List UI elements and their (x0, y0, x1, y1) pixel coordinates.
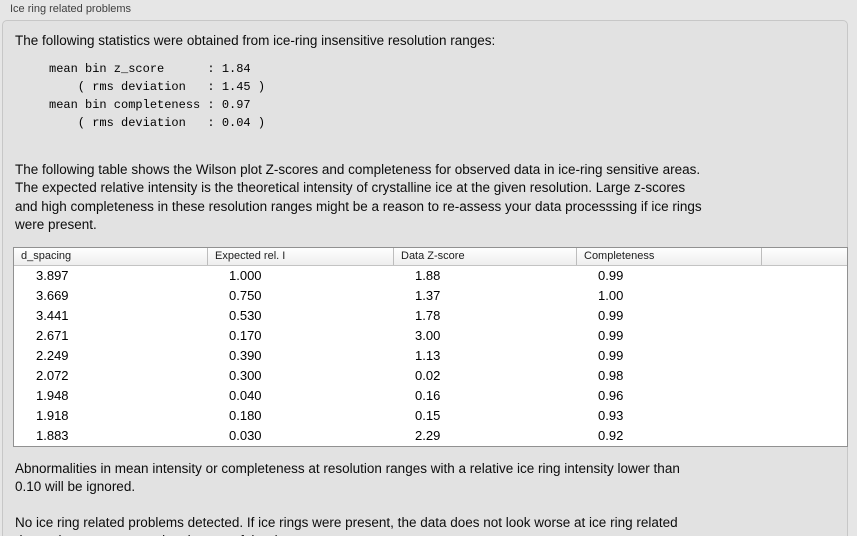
table-intro-text: The following table shows the Wilson plo… (15, 161, 702, 233)
table-cell: 0.170 (229, 327, 262, 343)
table-cell: 0.93 (598, 407, 624, 423)
table-cell: 0.530 (229, 307, 262, 323)
table-cell: 0.99 (598, 307, 624, 323)
table-cell: 2.072 (36, 367, 69, 383)
stats-intro-text: The following statistics were obtained f… (15, 33, 496, 48)
table-row[interactable]: 1.918 0.180 0.15 0.93 (14, 405, 847, 426)
table-cell: 1.13 (415, 347, 441, 363)
column-header: Data Z-score (393, 247, 576, 265)
table-cell: 1.37 (415, 287, 441, 303)
table-body: 3.897 1.000 1.88 0.99 3.669 0.750 1.37 1.00 3.44… (14, 265, 847, 446)
table-cell: 0.300 (229, 367, 262, 383)
column-header: d_spacing (21, 249, 72, 262)
table-row[interactable]: 2.072 0.300 0.02 0.98 (14, 365, 847, 386)
table-cell: 1.948 (36, 387, 69, 403)
conclusion-text: No ice ring related problems detected. I… (15, 514, 678, 536)
column-header (761, 247, 847, 265)
table-cell: 3.669 (36, 287, 69, 303)
table-cell: 0.96 (598, 387, 624, 403)
table-cell: 1.88 (415, 267, 441, 283)
table-cell: 1.00 (598, 287, 624, 303)
table-row[interactable]: 1.883 0.030 2.29 0.92 (14, 425, 847, 446)
table-row[interactable]: 3.897 1.000 1.88 0.99 (14, 265, 847, 286)
table-row[interactable]: 3.441 0.530 1.78 0.99 (14, 305, 847, 326)
group-box-title: Ice ring related problems (10, 3, 132, 15)
table-cell: 0.390 (229, 347, 262, 363)
table-cell: 1.883 (36, 427, 69, 443)
table-cell: 0.15 (415, 407, 441, 423)
table-cell: 0.92 (598, 427, 624, 443)
table-cell: 3.441 (36, 307, 69, 323)
table-cell: 0.040 (229, 387, 262, 403)
table-cell: 0.030 (229, 427, 262, 443)
table-cell: 2.671 (36, 327, 69, 343)
table-cell: 1.78 (415, 307, 441, 323)
column-header: Expected rel. I (207, 247, 393, 265)
table-cell: 0.99 (598, 327, 624, 343)
table-cell: 0.99 (598, 347, 624, 363)
table-cell: 0.98 (598, 367, 624, 383)
table-row[interactable]: 1.948 0.040 0.16 0.96 (14, 385, 847, 406)
table-cell: 2.249 (36, 347, 69, 363)
table-header-row: d_spacing Expected rel. I Data Z-score Comp… (14, 247, 847, 266)
table-cell: 2.29 (415, 427, 441, 443)
table-cell: 3.00 (415, 327, 441, 343)
table-cell: 3.897 (36, 267, 69, 283)
table-cell: 0.750 (229, 287, 262, 303)
column-header: Completeness (576, 247, 761, 265)
table-row[interactable]: 2.671 0.170 3.00 0.99 (14, 325, 847, 346)
footnote-ignore-text: Abnormalities in mean intensity or compl… (15, 460, 680, 495)
table-cell: 1.918 (36, 407, 69, 423)
table-cell: 0.02 (415, 367, 441, 383)
table-cell: 0.99 (598, 267, 624, 283)
stats-values-block: mean bin z_score : 1.84 ( rms deviation … (49, 61, 266, 130)
table-cell: 0.180 (229, 407, 262, 423)
table-row[interactable]: 3.669 0.750 1.37 1.00 (14, 285, 847, 306)
group-box: The following statistics were obtained f… (2, 20, 848, 536)
ice-ring-table: d_spacing Expected rel. I Data Z-score Comp… (13, 246, 848, 447)
table-cell: 0.16 (415, 387, 441, 403)
table-cell: 1.000 (229, 267, 262, 283)
table-row[interactable]: 2.249 0.390 1.13 0.99 (14, 345, 847, 366)
